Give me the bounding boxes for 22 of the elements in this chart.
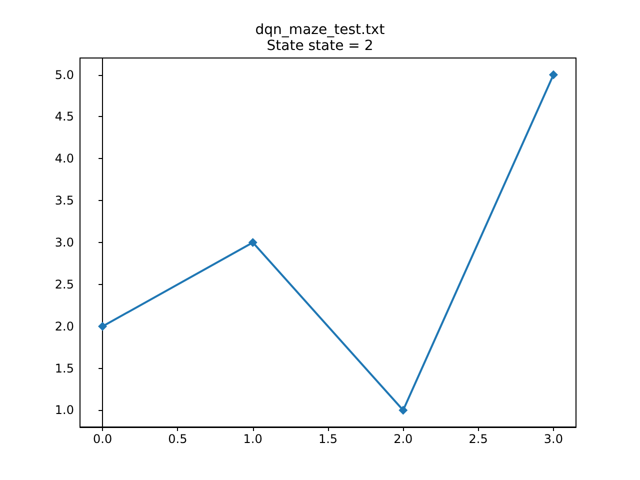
point <box>98 322 108 331</box>
chart-subtitle: State state = 2 <box>266 38 374 54</box>
x-tick-label: 1.5 <box>318 432 338 446</box>
x-tick-label: 3.0 <box>544 432 563 446</box>
y-tick-label: 1.5 <box>54 361 74 376</box>
y-tick-label: 5.0 <box>54 68 74 82</box>
x-tick-label: 1.0 <box>243 432 262 446</box>
x-tick-label: 2.5 <box>468 432 488 446</box>
y-tick-label: 4.5 <box>54 110 74 124</box>
point <box>548 70 558 80</box>
x-tick-label: 0.5 <box>168 432 188 446</box>
point <box>248 238 258 247</box>
y-tick-label: 4.0 <box>54 152 74 166</box>
chart-title: dqn_maze_test.txt <box>255 22 386 38</box>
y-tick-label: 3.5 <box>54 194 74 208</box>
x-tick-label: 0.0 <box>93 432 112 446</box>
point <box>398 406 408 415</box>
y-tick-label: 2.5 <box>54 277 74 292</box>
y-tick-label: 2.0 <box>54 319 74 334</box>
y-tick-label: 1.0 <box>54 403 74 418</box>
y-tick-label: 3.0 <box>54 236 74 250</box>
x-tick-label: 2.0 <box>394 432 413 446</box>
